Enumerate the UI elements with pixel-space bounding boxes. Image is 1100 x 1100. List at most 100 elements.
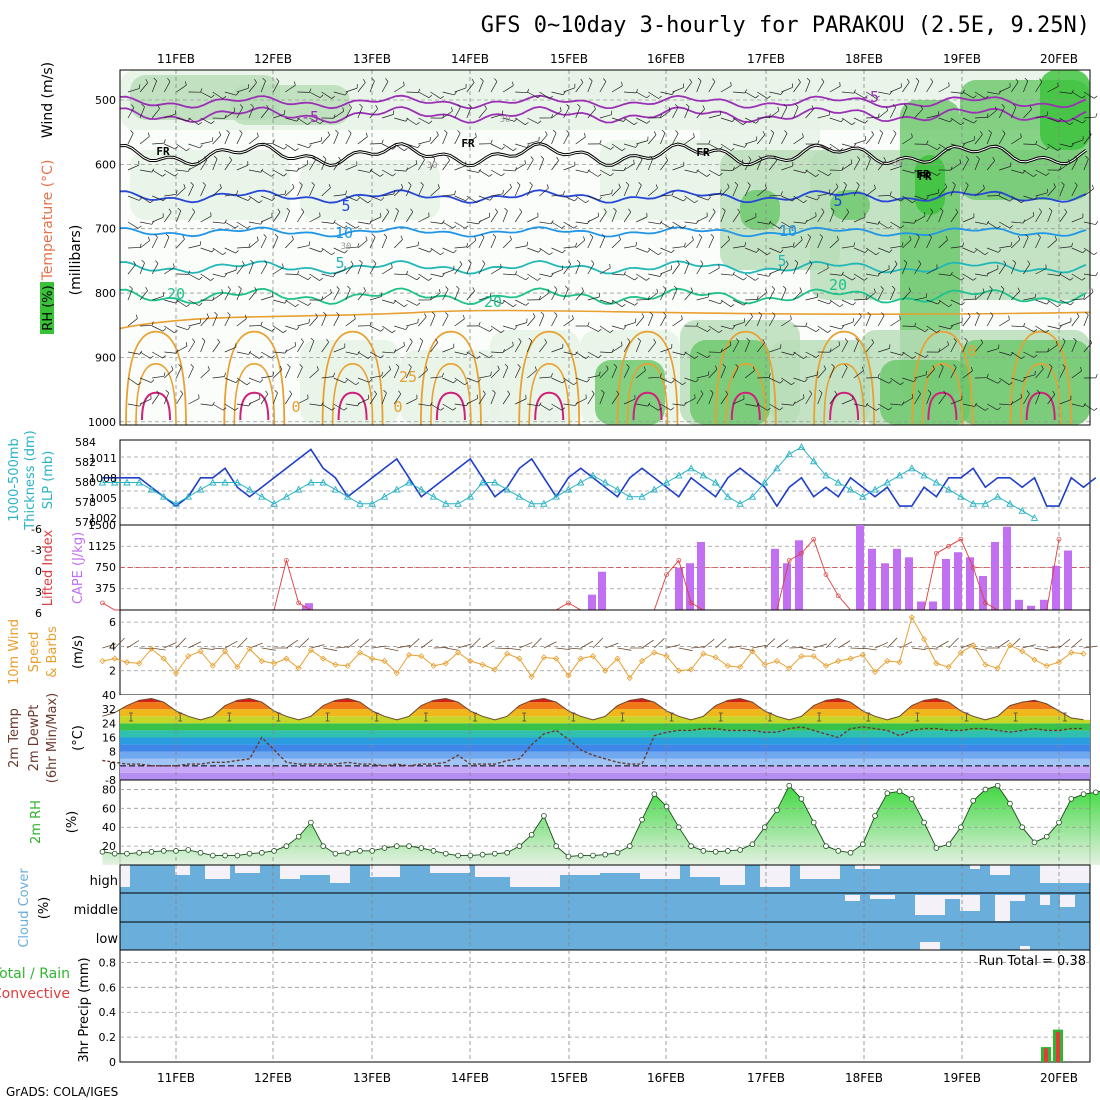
wind-barb-flag [875, 252, 880, 256]
slp-marker [221, 478, 229, 486]
wind-barb-flag [332, 273, 336, 278]
wind-barb-flag [881, 312, 885, 316]
wind-barb [1059, 162, 1070, 171]
wind-barb [284, 366, 291, 379]
wind-barb [212, 376, 225, 379]
wind-barb [1010, 106, 1017, 119]
wind-barb-flag [936, 172, 941, 176]
wind-barb [357, 398, 369, 405]
wind-barb [526, 340, 533, 353]
wind-barb-flag [540, 155, 545, 160]
wind-barb-flag [532, 313, 536, 318]
wind-barb [599, 267, 611, 275]
wind-barb-flag [702, 105, 705, 110]
temp-contour-25 [518, 330, 581, 426]
wind-barb-flag [584, 132, 586, 138]
wind-barb [551, 194, 564, 197]
rh-region [1040, 70, 1090, 150]
wind-unit-label: (m/s) [71, 635, 86, 669]
wind-barb-flag [403, 81, 405, 86]
rh2m-marker [185, 847, 192, 853]
contour-label: 30 [341, 242, 352, 252]
contour-label: -5 [301, 108, 319, 126]
wind-barb-flag [767, 407, 771, 411]
wind-barb [720, 169, 733, 171]
li-marker [566, 600, 571, 606]
rh2m-marker [1031, 839, 1038, 846]
wind-barb [369, 216, 382, 223]
wind-barb [648, 403, 659, 411]
wind-barb-flag [1038, 208, 1042, 212]
wind-barb-flag [1037, 233, 1041, 238]
wind-barb [152, 375, 165, 379]
wind-barb [359, 638, 371, 649]
temp-contour-30 [528, 363, 570, 426]
wind-barb-flag [587, 169, 590, 173]
wind-barb-flag [227, 312, 231, 316]
wind-barb-flag [633, 122, 638, 125]
wind-barb-flag [852, 302, 856, 306]
wind-barb [248, 351, 260, 359]
wind-barb [1035, 268, 1047, 275]
wind-barb-flag [1083, 403, 1087, 407]
wind-barb [902, 221, 915, 224]
wind-barb-flag [852, 277, 856, 281]
wind-barb-flag [871, 131, 874, 135]
wind-barb [825, 637, 837, 649]
wind-barb-flag [333, 372, 335, 377]
wind-barb [623, 163, 635, 171]
wind-barb [938, 186, 948, 197]
wind-barb [482, 640, 495, 649]
wind-barb [829, 143, 841, 151]
wind-barb-flag [621, 81, 623, 86]
wind-barb [273, 143, 285, 150]
cape-bar [905, 557, 913, 610]
date-label-top: 15FEB [550, 52, 588, 66]
wind-barb-flag [886, 106, 888, 111]
cloud-mid-gap [945, 895, 960, 899]
rh2m-marker [970, 797, 976, 804]
wind-barb-flag [1093, 252, 1098, 256]
wind-barb [188, 366, 194, 379]
minmax-marker [571, 712, 576, 722]
wind-barb-flag [501, 146, 505, 150]
temp-contour-25 [223, 330, 286, 426]
wind-barb [163, 642, 177, 649]
wind-barb-flag [299, 181, 303, 186]
wind-barb-flag [693, 133, 695, 138]
wind-barb-flag [163, 139, 166, 144]
wind-barb [490, 169, 502, 177]
wind-barb-flag [613, 207, 617, 212]
wind-barb [890, 263, 898, 275]
wind-speed-marker [712, 654, 719, 661]
wind-barb-flag [961, 301, 965, 306]
wind-barb-flag [218, 131, 222, 136]
wind-barb [611, 143, 623, 151]
wind-barb-flag [239, 130, 243, 134]
wind-barb [236, 403, 249, 407]
wind-barb [781, 263, 789, 275]
wind-barb-flag [415, 159, 418, 165]
wind-barb [164, 267, 175, 275]
wind-speed-marker [172, 670, 180, 677]
wind-barb [139, 647, 154, 650]
wind-barb [490, 299, 503, 304]
wind-barb [829, 344, 840, 353]
wind-barb [708, 325, 720, 333]
wind-barb-flag [276, 78, 280, 82]
slp-marker [699, 471, 708, 479]
wind-barb [599, 193, 612, 197]
rh2m-marker [884, 790, 891, 797]
wind-barb-flag [983, 184, 985, 189]
wind-barb [575, 136, 586, 145]
wind-barb [757, 91, 768, 99]
minmax-marker [227, 712, 232, 722]
li-tick: -3 [31, 544, 42, 557]
wind-barb [381, 211, 390, 223]
wind-barb [789, 647, 804, 649]
wind-barb-flag [794, 103, 799, 108]
wind-barb [310, 644, 325, 649]
wind-barb-flag [551, 114, 554, 119]
wind-barb [878, 247, 890, 253]
wind-barb-flag [514, 326, 518, 330]
